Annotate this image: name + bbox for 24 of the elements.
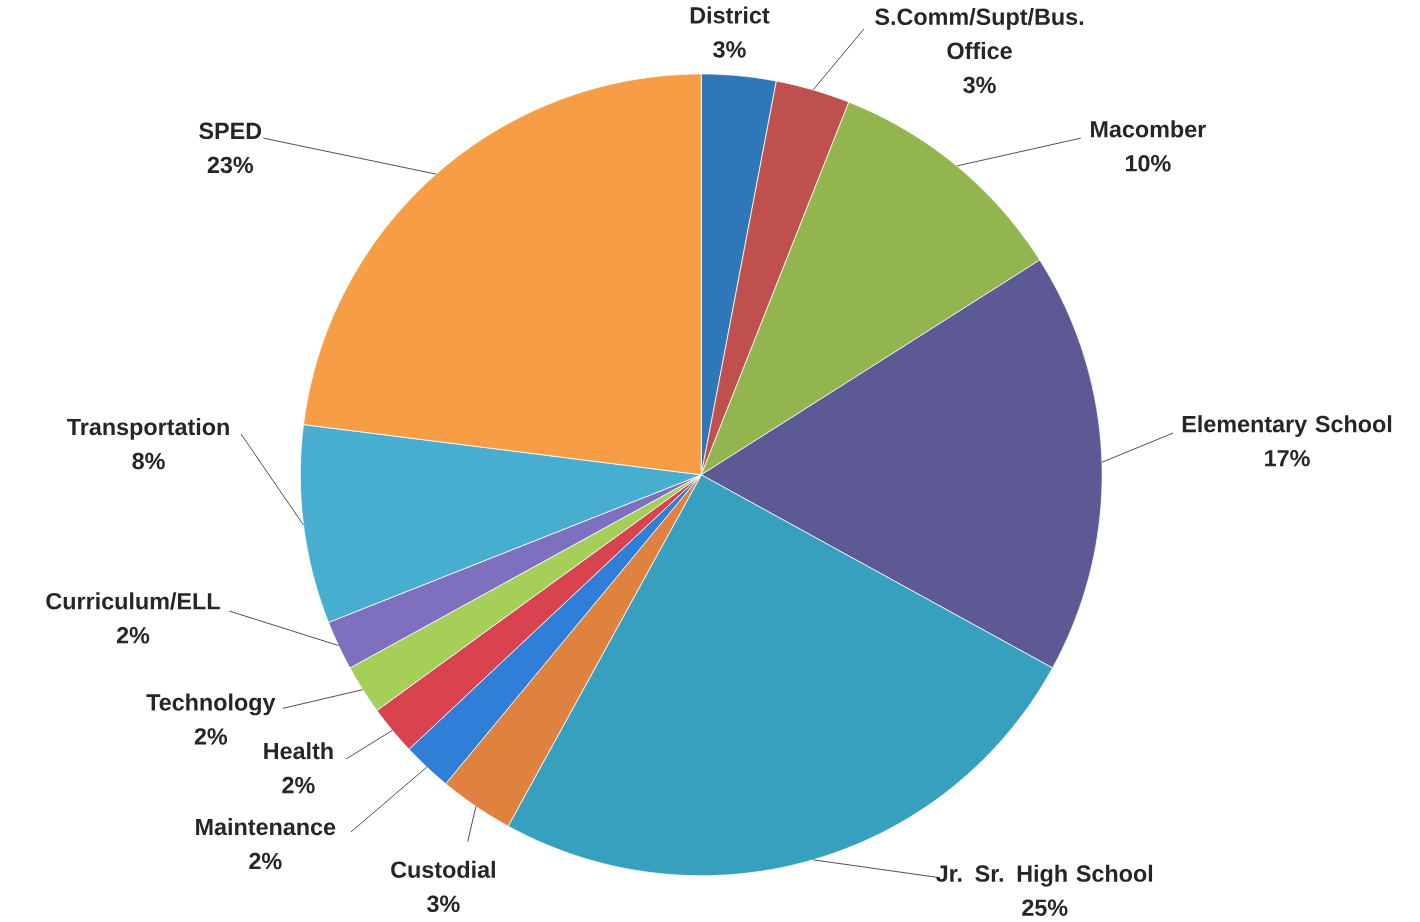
- data-label: 3%: [427, 895, 460, 912]
- slice-label: Health: [264, 741, 333, 760]
- data-label: 25%: [1022, 899, 1068, 916]
- slice-label: Jr. Sr. High School: [936, 864, 1153, 887]
- slice-label: Maintenance: [196, 817, 336, 835]
- slice-label: Curriculum/ELL: [46, 592, 220, 610]
- slice-label: Technology: [146, 693, 276, 716]
- slice-label: Elementary School: [1182, 415, 1392, 437]
- data-label: 10%: [1125, 154, 1171, 172]
- slice-label: S.Comm/Supt/Bus. Office: [875, 7, 1084, 59]
- data-label: 2%: [282, 776, 315, 794]
- slice-label: Custodial: [391, 860, 495, 878]
- data-label: 23%: [207, 156, 254, 174]
- data-label: 2%: [116, 626, 150, 644]
- data-label: 3%: [963, 76, 996, 94]
- data-label: 3%: [713, 40, 746, 58]
- slice-label: SPED: [199, 122, 262, 139]
- slice-label: Transportation: [67, 417, 229, 440]
- slice-label: District: [690, 6, 770, 24]
- slice-label: Macomber: [1091, 120, 1206, 138]
- data-label: 17%: [1265, 449, 1310, 467]
- data-label: 2%: [249, 852, 282, 870]
- data-label: 8%: [132, 452, 165, 470]
- data-label: 2%: [194, 727, 228, 745]
